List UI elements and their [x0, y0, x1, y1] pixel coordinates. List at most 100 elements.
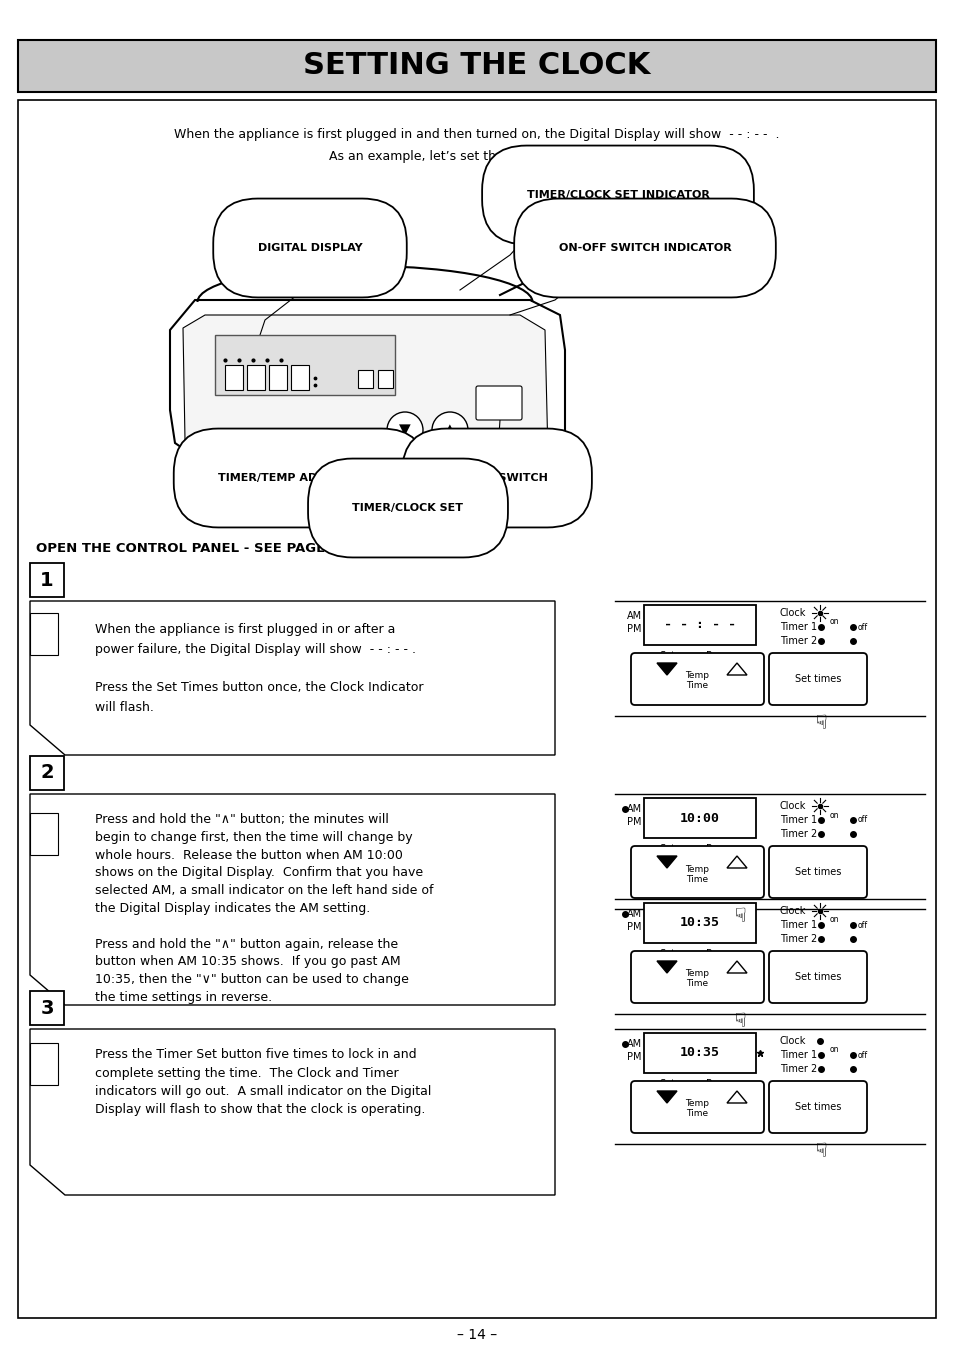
Text: TIMER/TEMP ADJUSTMENT: TIMER/TEMP ADJUSTMENT [218, 473, 381, 483]
Polygon shape [657, 960, 677, 973]
Text: Timer 2: Timer 2 [780, 830, 817, 839]
Text: Room: Room [705, 948, 733, 959]
Text: AM: AM [626, 804, 641, 813]
Bar [30, 992, 64, 1025]
Text: Time: Time [685, 979, 707, 989]
Text: Room: Room [705, 1079, 733, 1089]
Text: Set: Set [659, 844, 675, 854]
Text: ▼: ▼ [398, 422, 411, 437]
Text: Timer 1: Timer 1 [780, 1050, 817, 1060]
Text: Set: Set [659, 1079, 675, 1089]
Text: Set: Set [659, 948, 675, 959]
Text: OPEN THE CONTROL PANEL - SEE PAGE 10.: OPEN THE CONTROL PANEL - SEE PAGE 10. [36, 542, 353, 554]
Polygon shape [726, 662, 746, 674]
Text: – 14 –: – 14 – [456, 1327, 497, 1342]
Text: ☞: ☞ [807, 1141, 826, 1159]
Text: Timer 1: Timer 1 [780, 622, 817, 631]
Text: Time: Time [685, 681, 707, 691]
Bar [377, 370, 393, 389]
Text: Timer 2: Timer 2 [780, 1064, 817, 1074]
Text: AM: AM [626, 611, 641, 621]
Bar [30, 813, 58, 855]
Text: 1: 1 [40, 571, 53, 590]
Text: - - : - -: - - : - - [663, 618, 735, 631]
Text: on: on [829, 916, 839, 924]
Bar [30, 755, 64, 791]
Text: 10:00: 10:00 [679, 812, 720, 824]
FancyBboxPatch shape [630, 951, 763, 1004]
Text: on: on [829, 618, 839, 626]
Polygon shape [657, 857, 677, 867]
FancyBboxPatch shape [630, 846, 763, 898]
FancyBboxPatch shape [476, 386, 521, 420]
Text: When the appliance is first plugged in or after a
power failure, the Digital Dis: When the appliance is first plugged in o… [95, 623, 423, 714]
Text: 10:35: 10:35 [679, 1047, 720, 1059]
Circle shape [387, 411, 422, 448]
Circle shape [432, 411, 468, 448]
Bar [247, 366, 265, 390]
Text: Temp: Temp [684, 970, 708, 978]
Text: Set times: Set times [794, 973, 841, 982]
Text: TIMER/CLOCK SET: TIMER/CLOCK SET [352, 503, 463, 513]
Text: off: off [857, 920, 867, 929]
Text: Timer 1: Timer 1 [780, 815, 817, 826]
Text: Set times: Set times [794, 674, 841, 684]
Text: Temp: Temp [684, 865, 708, 874]
PathPatch shape [183, 316, 547, 455]
Text: off: off [857, 1051, 867, 1059]
Bar [30, 1043, 58, 1085]
Bar [357, 370, 373, 389]
Bar [30, 563, 64, 598]
Text: Set times: Set times [794, 867, 841, 877]
Text: When the appliance is first plugged in and then turned on, the Digital Display w: When the appliance is first plugged in a… [174, 128, 779, 142]
Text: AM: AM [626, 909, 641, 919]
Text: off: off [857, 622, 867, 631]
Text: Timer 2: Timer 2 [780, 635, 817, 646]
Text: Time: Time [685, 1109, 707, 1118]
Polygon shape [726, 857, 746, 867]
FancyBboxPatch shape [630, 1081, 763, 1133]
Text: Time: Time [685, 874, 707, 884]
Text: PM: PM [626, 625, 640, 634]
Bar [214, 335, 395, 395]
FancyBboxPatch shape [643, 799, 755, 838]
Text: Press the Timer Set button five times to lock in and
complete setting the time. : Press the Timer Set button five times to… [95, 1048, 431, 1117]
Text: ▲: ▲ [444, 422, 456, 437]
Text: ☞: ☞ [727, 1010, 745, 1028]
Bar [30, 612, 58, 656]
Text: PM: PM [626, 1052, 640, 1062]
PathPatch shape [170, 299, 564, 460]
Text: Clock: Clock [780, 801, 805, 811]
Text: Set: Set [659, 652, 675, 661]
Text: ☞: ☞ [807, 714, 826, 731]
Text: Temp: Temp [684, 672, 708, 680]
Polygon shape [726, 960, 746, 973]
PathPatch shape [30, 795, 555, 1005]
Bar [18, 40, 935, 92]
Text: ON-OFF SWITCH: ON-OFF SWITCH [446, 473, 547, 483]
Text: TIMER/CLOCK SET INDICATOR: TIMER/CLOCK SET INDICATOR [526, 190, 709, 200]
Text: Clock: Clock [780, 608, 805, 618]
Text: Room: Room [705, 844, 733, 854]
Text: Clock: Clock [780, 1036, 805, 1045]
Text: Press and hold the "∧" button; the minutes will
begin to change first, then the : Press and hold the "∧" button; the minut… [95, 813, 433, 1004]
FancyBboxPatch shape [643, 1033, 755, 1072]
Text: As an example, let’s set the clock to 10:35 am.: As an example, let’s set the clock to 10… [329, 150, 624, 163]
FancyBboxPatch shape [768, 846, 866, 898]
Text: 2: 2 [40, 764, 53, 782]
Text: PM: PM [626, 817, 640, 827]
FancyBboxPatch shape [643, 902, 755, 943]
FancyBboxPatch shape [768, 1081, 866, 1133]
Text: on: on [829, 1045, 839, 1055]
Text: off: off [857, 816, 867, 824]
FancyBboxPatch shape [643, 604, 755, 645]
Text: PM: PM [626, 921, 640, 932]
Bar [225, 366, 243, 390]
Polygon shape [657, 662, 677, 674]
FancyBboxPatch shape [768, 653, 866, 706]
Text: Timer 2: Timer 2 [780, 934, 817, 944]
Text: SETTING THE CLOCK: SETTING THE CLOCK [303, 51, 650, 81]
Bar [269, 366, 287, 390]
Text: Set times: Set times [794, 1102, 841, 1112]
Text: Timer 1: Timer 1 [780, 920, 817, 929]
